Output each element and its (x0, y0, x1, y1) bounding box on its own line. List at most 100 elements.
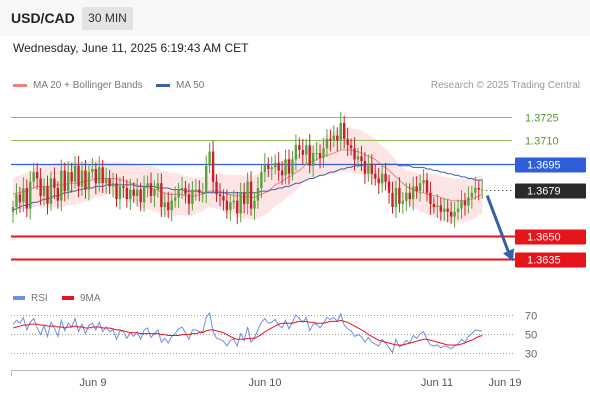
candle-body (32, 172, 35, 182)
candle-body (184, 188, 187, 195)
x-tick-Jun-10: Jun 10 (248, 377, 281, 389)
candle-body (246, 181, 249, 204)
candle-body (412, 186, 415, 200)
candle-body (274, 162, 277, 168)
candle-body (111, 183, 115, 187)
candle-body (91, 168, 94, 173)
ma20-swatch (13, 83, 27, 87)
candle-body (256, 188, 260, 201)
rsi-swatch (13, 296, 25, 301)
candle-body (422, 180, 425, 184)
legend-9ma: 9MA (62, 293, 101, 304)
candle-body (408, 192, 411, 200)
candle-body (77, 165, 80, 187)
candle-body (436, 205, 439, 208)
candle-body (115, 183, 118, 200)
candle-body (367, 164, 370, 174)
candle-body (56, 188, 60, 201)
candle-body (35, 172, 39, 179)
candle-body (80, 170, 84, 187)
candle-body (467, 197, 470, 206)
candle-body (349, 145, 353, 149)
candle-body (84, 170, 87, 190)
candle-body (294, 145, 298, 160)
candle-body (456, 208, 460, 212)
candle-body (160, 183, 163, 208)
candle-body (291, 159, 294, 174)
candle-body (225, 200, 229, 211)
level-label-1.3695: 1.3695 (527, 160, 561, 172)
candle-body (132, 189, 135, 196)
candle-body (263, 164, 267, 173)
header-bar: USD/CAD 30 MIN (0, 0, 590, 36)
legend-rsi: RSI (13, 293, 48, 304)
candle-body (122, 186, 125, 188)
candle-body (460, 200, 463, 209)
candle-body (398, 188, 401, 204)
candle-body (232, 200, 235, 203)
candle-body (15, 194, 18, 208)
candle-body (187, 194, 191, 204)
level-tag-1.3679 (515, 183, 586, 199)
forecast-arrow (485, 195, 511, 254)
level-tag-1.3650 (515, 229, 586, 245)
candle-body (46, 186, 49, 204)
candle-body (332, 135, 336, 141)
candle-body (336, 135, 339, 141)
candle-body (318, 153, 322, 158)
candle-body (322, 148, 325, 158)
candle-body (49, 178, 53, 204)
rsi-line (12, 311, 483, 354)
candle-body (218, 194, 222, 196)
candle-body (339, 122, 342, 141)
legend-ma50-label: MA 50 (176, 80, 205, 91)
credit-label: Research © 2025 Trading Central (430, 80, 580, 91)
candle-body (277, 162, 280, 171)
candle-body (481, 189, 484, 191)
candle-body (215, 181, 218, 195)
legend-ma50: MA 50 (156, 80, 204, 91)
candle-body (446, 208, 449, 212)
candles (11, 112, 484, 228)
timeframe-button[interactable]: 30 MIN (82, 7, 133, 30)
candle-body (198, 189, 201, 193)
ma50-swatch (156, 83, 170, 87)
candle-body (443, 208, 446, 212)
candle-body (142, 186, 146, 203)
candle-body (280, 170, 284, 176)
candle-body (449, 211, 453, 217)
rsi-tick-30: 30 (525, 349, 537, 361)
candle-body (67, 172, 70, 192)
candle-body (156, 183, 160, 190)
candle-body (470, 192, 474, 198)
candle-body (239, 192, 242, 214)
candle-body (211, 151, 215, 182)
candle-body (136, 189, 139, 196)
candle-body (194, 189, 198, 191)
candle-body (477, 188, 480, 190)
candle-body (363, 161, 367, 174)
candle-body (153, 189, 156, 196)
candle-body (425, 180, 429, 193)
candle-body (87, 172, 91, 190)
candle-body (394, 188, 398, 208)
candle-body (463, 200, 467, 206)
level-label-1.3635: 1.3635 (527, 255, 561, 267)
candle-body (18, 194, 22, 203)
candle-body (149, 183, 153, 196)
candle-body (284, 159, 287, 176)
candle-body (108, 178, 111, 187)
candle-body (439, 205, 442, 212)
candle-body (260, 172, 263, 188)
legend-9ma-label: 9MA (80, 293, 101, 304)
candle-body (374, 173, 377, 179)
level-label-1.3679: 1.3679 (527, 186, 561, 198)
candle-body (474, 188, 477, 193)
candle-body (249, 181, 253, 209)
candle-body (325, 138, 329, 149)
candle-body (267, 164, 270, 169)
candle-body (242, 192, 246, 204)
candle-body (98, 167, 101, 184)
candle-body (401, 200, 405, 204)
